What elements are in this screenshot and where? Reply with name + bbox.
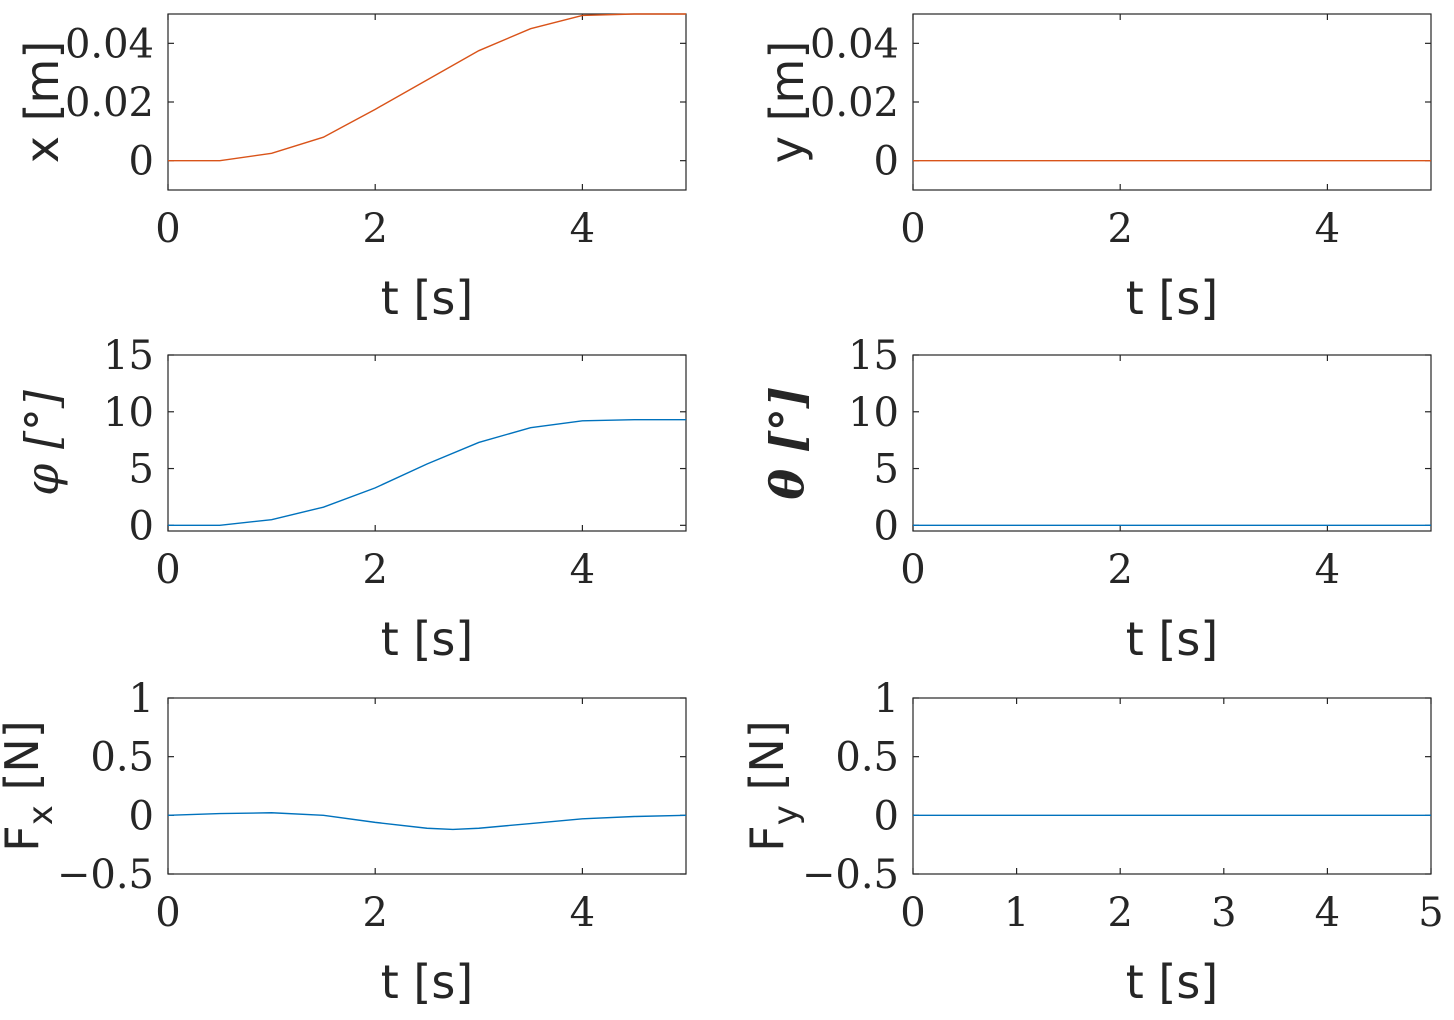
y-tick-label: 0 [129,793,154,839]
x-tick-label: 0 [900,547,925,593]
axes-frame [167,13,687,191]
x-tick-label: 4 [1315,206,1340,252]
x-tick-label: 0 [155,206,180,252]
y-tick-label: 0.5 [835,735,899,781]
y-axis-label: y [m] [760,41,814,164]
x-tick-label: 2 [1107,890,1132,936]
x-tick-label: 0 [900,890,925,936]
y-tick-label: 0.02 [810,80,899,126]
y-tick-label: 15 [848,333,899,379]
y-tick-label: 0 [129,139,154,185]
series-line-Fx [167,812,687,831]
x-axis-label: t [s] [381,612,474,666]
y-tick-label: 1 [129,676,154,722]
y-tick-label: 5 [874,447,899,493]
x-tick-label: 3 [1211,890,1236,936]
axes-frame [912,13,1432,191]
y-tick-label: 15 [103,333,154,379]
y-axis-label: φ [°] [15,390,69,496]
y-tick-label: 0 [129,503,154,549]
x-tick-label: 0 [155,547,180,593]
x-axis-label: t [s] [1126,612,1219,666]
x-tick-label: 2 [362,890,387,936]
x-tick-label: 2 [362,206,387,252]
axes-frame [912,697,1432,875]
y-axis-label: θ [°] [760,386,814,499]
y-tick-label: 0.04 [65,21,154,67]
y-axis-label: Fy [N] [740,720,806,852]
y-tick-label: 0 [874,503,899,549]
x-tick-label: 4 [1315,890,1340,936]
x-axis-label: t [s] [1126,955,1219,1009]
y-axis-label: Fx [N] [0,720,61,852]
x-axis-label: t [s] [381,271,474,325]
y-axis-label: x [m] [15,41,69,164]
x-axis-label: t [s] [1126,271,1219,325]
y-tick-label: 1 [874,676,899,722]
x-tick-label: 2 [1107,206,1132,252]
x-tick-label: 4 [1315,547,1340,593]
series-line-x [168,13,686,162]
y-tick-label: 0.5 [90,735,154,781]
x-tick-label: 1 [1004,890,1029,936]
y-tick-label: 0 [874,793,899,839]
x-tick-label: 0 [900,206,925,252]
x-tick-label: 0 [155,890,180,936]
panel-x: 0 2 4 0 0.02 0.04 t [s] x [m] [15,13,687,325]
y-tick-label: 10 [103,390,154,436]
x-tick-label: 2 [362,547,387,593]
y-tick-label: 10 [848,390,899,436]
x-tick-label: 4 [570,547,595,593]
y-tick-label: 0.02 [65,80,154,126]
axes-frame [167,697,687,875]
panel-y: 0 2 4 0 0.02 0.04 t [s] y [m] [760,13,1432,325]
y-tick-label: −0.5 [57,852,154,898]
x-tick-label: 2 [1107,547,1132,593]
panel-theta: 0 2 4 0 5 10 15 t [s] θ [°] [760,333,1432,666]
x-axis-label: t [s] [381,955,474,1009]
y-tick-label: 5 [129,447,154,493]
x-tick-label: 4 [570,206,595,252]
y-tick-label: −0.5 [802,852,899,898]
panel-Fy: 0 1 2 3 4 5−0.500.51t [s]Fy [N] [740,676,1444,1009]
y-tick-label: 0 [874,139,899,185]
x-tick-label: 5 [1418,890,1443,936]
series-line-phi [168,419,686,527]
axes-frame [912,354,1432,532]
x-tick-label: 4 [570,890,595,936]
axes-frame [167,354,687,532]
panel-phi: 0 2 4 0 5 10 15 t [s] φ [°] [15,333,687,666]
panel-Fx: 0 2 4−0.500.51t [s]Fx [N] [0,676,687,1009]
y-tick-label: 0.04 [810,21,899,67]
